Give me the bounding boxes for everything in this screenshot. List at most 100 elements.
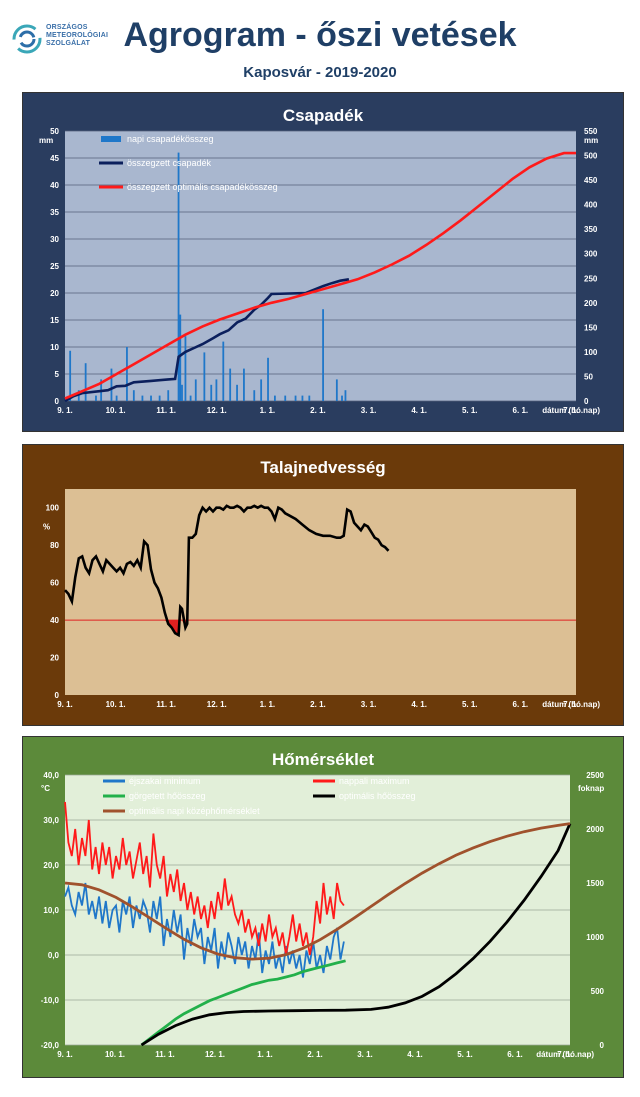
y-tick-label: 0,0 <box>48 951 60 960</box>
y-tick-label: 30 <box>50 235 59 244</box>
x-tick-label: 10. 1. <box>106 406 126 415</box>
precip-bar <box>243 368 245 401</box>
x-tick-label: 12. 1. <box>207 700 227 709</box>
y2-tick-label: 500 <box>591 987 605 996</box>
x-tick-label: 3. 1. <box>361 700 377 709</box>
precip-bar <box>189 395 192 401</box>
x-tick-label: 4. 1. <box>411 700 427 709</box>
y2-tick-label: 300 <box>584 250 598 259</box>
y-tick-label: 15 <box>50 316 59 325</box>
logo-swirl-icon <box>12 24 42 54</box>
temp-series-line <box>64 822 571 961</box>
y-tick-label: 45 <box>50 154 59 163</box>
x-axis-label: dátum (hó.nap) <box>536 1050 594 1059</box>
y-tick-label: 100 <box>46 504 60 513</box>
temp-series-line <box>64 882 345 978</box>
soil-moisture-chart: Talajnedvesség 0 20 40 60 80 100% 9. 1. 10. 1. 11… <box>43 458 600 709</box>
x-tick-label: 1. 1. <box>260 406 276 415</box>
y-tick-label: 20 <box>50 289 59 298</box>
precip-bar <box>110 368 113 401</box>
page-title: Agrogram - őszi vetések <box>123 16 517 54</box>
x-tick-label: 1. 1. <box>260 700 276 709</box>
precip-bar <box>84 363 87 401</box>
precip-bar <box>260 379 263 401</box>
y-tick-label: -10,0 <box>41 996 60 1005</box>
y-axis-label: °C <box>41 784 50 793</box>
x-tick-label: 2. 1. <box>310 700 326 709</box>
x-tick-label: 10. 1. <box>106 700 126 709</box>
precip-bar <box>150 395 152 401</box>
precip-bar <box>284 395 287 401</box>
logo-line-3: SZOLGÁLAT <box>46 40 91 47</box>
x-axis-label: dátum (hó.nap) <box>542 700 600 709</box>
precip-bar <box>215 379 218 401</box>
y-tick-label: 5 <box>55 370 60 379</box>
x-tick-label: 11. 1. <box>156 406 176 415</box>
y-tick-label: 20 <box>50 654 59 663</box>
x-tick-label: 11. 1. <box>156 700 176 709</box>
x-tick-label: 5. 1. <box>462 406 478 415</box>
legend-label: összegzett optimális csapadékösszeg <box>127 182 278 192</box>
x-tick-label: 7. 1. <box>563 700 579 709</box>
y2-tick-label: 450 <box>584 176 598 185</box>
precip-bar <box>294 395 297 401</box>
temp-series-line <box>140 823 572 1047</box>
y-tick-label: 60 <box>50 579 59 588</box>
y2-tick-label: 400 <box>584 201 598 210</box>
precip-bar <box>335 379 338 401</box>
legend-label: optimális hőösszeg <box>339 791 416 801</box>
x-tick-label: 12. 1. <box>207 406 227 415</box>
precip-bar <box>132 390 135 401</box>
x-tick-label: 12. 1. <box>205 1050 225 1059</box>
y-tick-label: 10 <box>50 343 59 352</box>
precip-bar <box>177 152 180 401</box>
soil-moisture-line <box>64 504 390 638</box>
precip-bar <box>194 379 197 401</box>
logo-line-2: METEOROLÓGIAI <box>46 32 109 39</box>
precip-bar <box>229 368 232 401</box>
temperature-panel: Hőmérséklet -20,0 -10,0 0,0 10,0 20,0 30,0 40,0… <box>22 736 624 1078</box>
precip-bar <box>301 395 304 401</box>
precipitation-panel: Csapadék 0 5 10 15 20 25 30 35 40 45 50 0 50 100 150 200… <box>22 92 624 432</box>
y2-axis-label: mm <box>584 136 598 145</box>
x-tick-label: 9. 1. <box>57 1050 73 1059</box>
legend-label: optimális napi középhőmérséklet <box>129 806 260 816</box>
legend-swatch <box>101 136 121 142</box>
y-tick-label: 35 <box>50 208 59 217</box>
precip-bar <box>69 350 72 401</box>
precip-bar <box>210 384 213 401</box>
plot-area <box>65 489 576 695</box>
y-tick-label: 0 <box>55 397 60 406</box>
y2-tick-label: 100 <box>584 348 598 357</box>
precip-bar <box>203 352 206 401</box>
omsz-logo: ORSZÁGOS METEOROLÓGIAI SZOLGÁLAT <box>10 22 120 58</box>
y2-tick-label: 1500 <box>586 879 604 888</box>
legend-label: görgetett hőösszeg <box>129 791 206 801</box>
y2-tick-label: 500 <box>584 152 598 161</box>
x-tick-label: 6. 1. <box>513 700 529 709</box>
cumulative-precip-line <box>64 278 350 403</box>
optimal-cumulative-precip-line <box>64 151 576 400</box>
x-tick-label: 4. 1. <box>407 1050 423 1059</box>
x-tick-label: 2. 1. <box>307 1050 323 1059</box>
y-tick-label: 40 <box>50 616 59 625</box>
x-tick-label: 10. 1. <box>105 1050 125 1059</box>
x-tick-label: 2. 1. <box>310 406 326 415</box>
y2-axis-label: foknap <box>578 784 604 793</box>
y-tick-label: 10,0 <box>43 906 59 915</box>
legend-label: napi csapadékösszeg <box>127 134 214 144</box>
x-tick-label: 7. 1. <box>557 1050 573 1059</box>
y-tick-label: 20,0 <box>43 861 59 870</box>
precip-bar <box>253 390 256 401</box>
y-tick-label: 40,0 <box>43 771 59 780</box>
precip-bar <box>184 336 187 401</box>
precip-bar <box>181 384 183 401</box>
x-tick-label: 6. 1. <box>513 406 529 415</box>
precip-bar <box>141 395 144 401</box>
x-tick-label: 7. 1. <box>563 406 579 415</box>
y2-tick-label: 0 <box>600 1041 605 1050</box>
precip-bar <box>95 395 97 401</box>
x-tick-label: 3. 1. <box>357 1050 373 1059</box>
legend-label: nappali maximum <box>339 776 410 786</box>
chart-title: Hőmérséklet <box>272 750 374 769</box>
